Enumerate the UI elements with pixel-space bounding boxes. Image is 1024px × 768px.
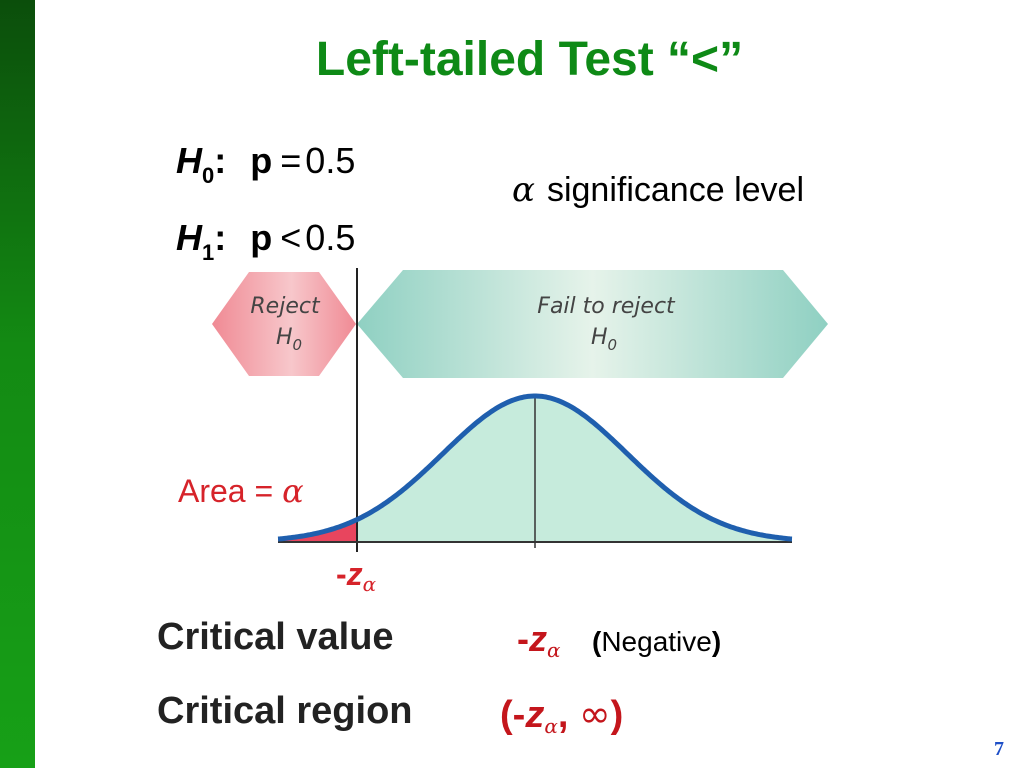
interval-sub: α xyxy=(544,714,558,738)
null-h-subscript: 0 xyxy=(202,163,215,188)
alt-relation: < xyxy=(280,217,302,258)
critical-region-interval: (-zα, ∞) xyxy=(500,692,623,738)
alt-colon: : xyxy=(214,217,227,258)
significance-text: significance level xyxy=(546,171,804,209)
significance-note: α significance level xyxy=(512,170,804,210)
area-label: Area = α xyxy=(178,472,304,510)
fail-region-arrow xyxy=(357,270,828,378)
critical-value-symbol: -zα xyxy=(517,618,561,662)
infinity-symbol: ∞ xyxy=(578,692,611,736)
note-open-paren: ( xyxy=(592,626,602,657)
alternative-hypothesis: H1: p <0.5 xyxy=(176,217,355,266)
null-hypothesis: H0: p = 0.5 xyxy=(176,140,355,189)
null-h-letter: H xyxy=(176,140,202,181)
critical-tick-z: z xyxy=(346,556,363,592)
reject-label-line1: Reject xyxy=(250,294,321,319)
null-relation: = xyxy=(280,140,302,181)
interval-open: (- xyxy=(500,694,526,736)
critical-tick-prefix: - xyxy=(336,556,347,592)
critical-value-z: z xyxy=(529,618,547,659)
note-text: Negative xyxy=(601,626,712,657)
critical-tick-sub: α xyxy=(362,572,377,596)
reject-region-arrow xyxy=(212,272,356,376)
null-value: 0.5 xyxy=(305,140,356,181)
area-alpha-symbol: α xyxy=(282,472,304,510)
critical-value-label: Critical value xyxy=(157,616,394,658)
fail-label-line1: Fail to reject xyxy=(537,294,676,319)
interval-sep: , xyxy=(557,694,579,736)
alt-param: p xyxy=(250,217,273,258)
critical-value-note: (Negative) xyxy=(592,626,721,658)
left-tail-area xyxy=(278,519,357,542)
slide-title: Left-tailed Test “<” xyxy=(315,33,744,86)
note-close-paren: ) xyxy=(711,626,722,657)
alt-value: 0.5 xyxy=(305,217,356,258)
page-number: 7 xyxy=(994,738,1004,760)
area-text: Area = xyxy=(178,473,283,509)
alpha-symbol: α xyxy=(512,170,535,210)
left-accent-bar xyxy=(0,0,35,768)
alt-h-letter: H xyxy=(176,217,202,258)
interval-z: z xyxy=(525,694,545,736)
null-colon: : xyxy=(214,140,227,181)
reject-label-line2: H0 xyxy=(276,325,302,354)
critical-tick-label: -zα xyxy=(336,556,376,596)
critical-value-prefix: - xyxy=(517,618,529,659)
critical-value-sub: α xyxy=(547,638,561,662)
fail-label-line2: H0 xyxy=(591,325,617,354)
normal-curve xyxy=(277,393,793,542)
null-param: p xyxy=(250,140,273,181)
critical-region-label: Critical region xyxy=(157,690,413,732)
interval-close: ) xyxy=(610,694,624,736)
alt-h-subscript: 1 xyxy=(202,240,215,265)
